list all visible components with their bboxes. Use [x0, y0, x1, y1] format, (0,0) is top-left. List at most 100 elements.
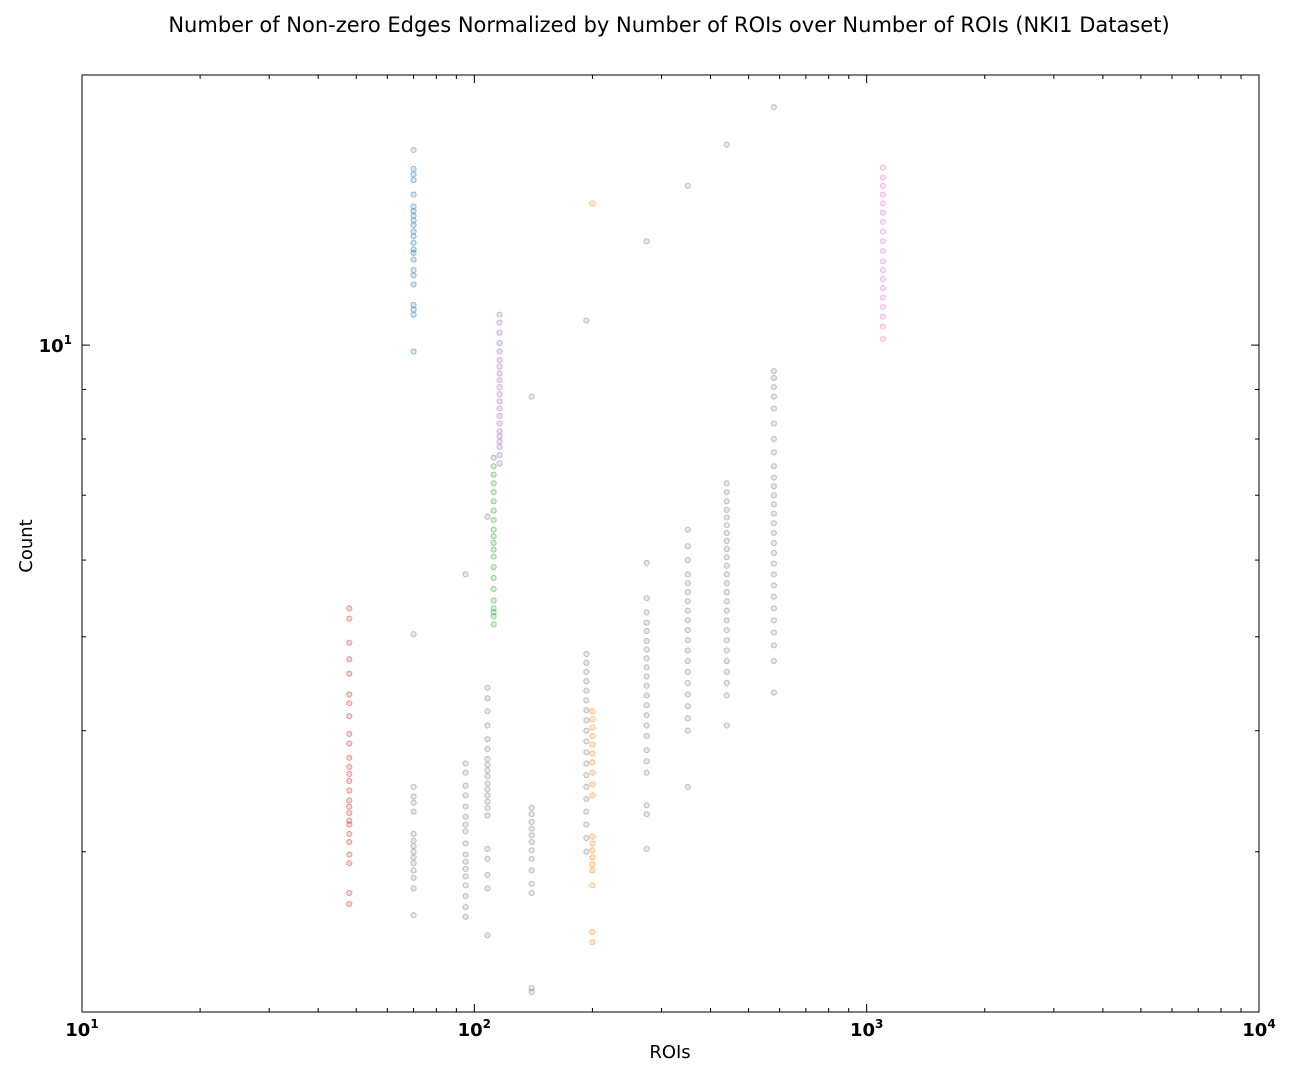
data-point: [346, 809, 353, 817]
data-point: [770, 483, 777, 490]
data-point: [684, 580, 691, 587]
data-point: [770, 657, 777, 665]
data-point: [643, 692, 650, 699]
data-point: [879, 248, 887, 255]
data-point: [583, 848, 590, 855]
data-point: [723, 580, 730, 587]
data-point: [462, 858, 469, 865]
data-point: [879, 182, 887, 189]
data-point: [484, 780, 491, 787]
data-point: [528, 825, 535, 832]
data-point: [462, 873, 469, 880]
data-point: [723, 627, 730, 634]
data-point: [643, 559, 650, 566]
data-point: [484, 513, 491, 520]
data-point: [643, 655, 650, 662]
data-point: [770, 617, 777, 624]
data-point: [410, 783, 417, 790]
data-point: [684, 627, 691, 634]
data-point: [496, 319, 503, 326]
data-point: [528, 984, 535, 992]
data-point: [879, 174, 887, 181]
data-point: [684, 691, 691, 698]
data-point: [410, 272, 417, 279]
data-point: [684, 657, 691, 665]
data-point: [484, 722, 491, 729]
data-point: [589, 781, 596, 788]
data-point: [490, 463, 497, 470]
data-point: [723, 668, 730, 675]
data-point: [684, 679, 691, 687]
data-point: [346, 803, 353, 810]
data-point: [528, 855, 535, 862]
x-tick-label: 102: [458, 1017, 491, 1041]
data-point: [410, 246, 417, 253]
y-tick-label: 101: [39, 333, 72, 357]
data-point: [684, 647, 691, 654]
data-point: [410, 217, 417, 224]
data-point: [462, 851, 469, 858]
data-point: [484, 755, 491, 763]
data-point: [589, 928, 596, 935]
data-point: [410, 221, 417, 229]
data-point: [879, 228, 887, 235]
data-point: [410, 631, 417, 638]
data-point: [346, 787, 353, 794]
data-point: [346, 900, 353, 908]
data-point: [484, 871, 491, 878]
data-point: [583, 808, 590, 815]
data-point: [496, 391, 503, 398]
data-point: [723, 571, 730, 578]
data-point: [770, 571, 777, 578]
data-point: [589, 741, 596, 748]
data-point: [643, 811, 650, 818]
data-point: [583, 749, 590, 756]
data-point: [879, 218, 887, 226]
data-point: [589, 847, 596, 854]
data-point: [723, 657, 730, 665]
data-point: [643, 732, 650, 740]
data-point: [589, 854, 596, 861]
data-point: [583, 795, 590, 803]
data-point: [723, 722, 730, 729]
data-point: [684, 703, 691, 710]
data-point: [770, 689, 777, 696]
data-point: [462, 769, 469, 776]
data-point: [589, 732, 596, 740]
data-point: [496, 428, 503, 435]
data-point: [879, 285, 887, 292]
data-point: [723, 598, 730, 605]
data-point: [484, 786, 491, 793]
data-point: [484, 761, 491, 768]
data-point: [528, 832, 535, 839]
data-point: [589, 716, 596, 723]
data-point: [684, 543, 691, 550]
data-point: [879, 275, 887, 283]
data-point: [410, 867, 417, 874]
data-point: [490, 533, 497, 540]
data-point: [770, 420, 777, 427]
data-point: [528, 818, 535, 826]
data-point: [410, 912, 417, 919]
data-point: [484, 798, 491, 805]
x-tick-label: 103: [850, 1017, 883, 1041]
data-point: [346, 691, 353, 698]
data-point: [490, 597, 497, 604]
data-point: [770, 435, 777, 443]
data-point: [346, 639, 353, 646]
data-point: [490, 480, 497, 487]
data-point: [410, 249, 417, 256]
data-point: [490, 454, 497, 461]
data-point: [684, 715, 691, 722]
data-point: [723, 521, 730, 529]
data-point: [684, 182, 691, 189]
data-point: [490, 586, 497, 593]
data-point: [410, 311, 417, 318]
data-point: [583, 771, 590, 779]
data-point: [589, 750, 596, 757]
data-point: [879, 164, 887, 171]
data-point: [528, 393, 535, 400]
data-point: [770, 510, 777, 517]
data-point: [484, 855, 491, 862]
